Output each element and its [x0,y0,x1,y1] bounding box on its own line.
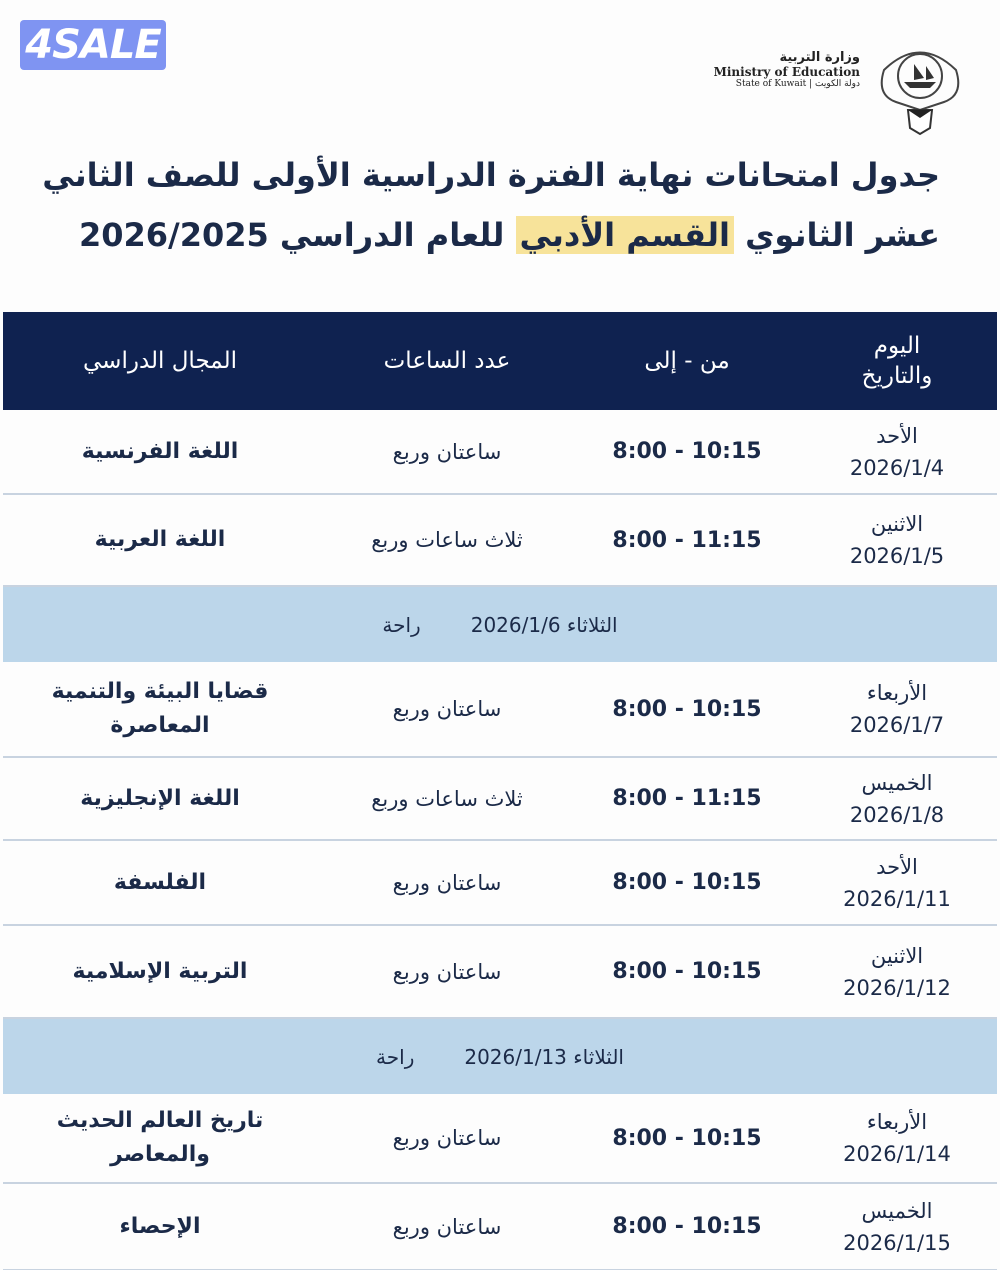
day-name: الخميس [861,770,933,795]
ministry-state: State of Kuwait | دولة الكويت [735,79,860,89]
hours-cell: ساعتان وربع [392,1214,502,1239]
exam-date: 2026/1/4 [849,455,945,480]
day-name: الخميس [861,1198,933,1223]
exam-schedule-table: اليوم والتاريخ من - إلى عدد الساعات المج… [3,312,997,1270]
table-row: الأحد 2026/1/11 8:00 - 10:15 ساعتان وربع … [3,841,997,926]
time-cell: 8:00 - 10:15 [612,959,762,984]
exam-date: 2026/1/14 [843,1142,951,1166]
subject-cell: الفلسفة [113,869,207,895]
day-cell: الخميس 2026/1/15 [797,1195,997,1259]
subject-cell: تاريخ العالم الحديث والمعاصر [56,1108,264,1167]
hours-cell: ساعتان وربع [392,697,502,721]
day-name: الاثنين [870,943,924,968]
day-cell: الاثنين 2026/1/12 [797,940,997,1004]
time-cell: 8:00 - 10:15 [612,1214,762,1239]
table-row: الاثنين 2026/1/12 8:00 - 10:15 ساعتان ورب… [3,926,997,1019]
rest-label: راحة [382,612,421,637]
day-cell: الخميس 2026/1/8 [797,767,997,831]
hours-cell: ثلاث ساعات وربع [371,528,523,552]
day-name: الأحد [876,423,918,448]
subject-cell: التربية الإسلامية [72,958,248,984]
time-cell: 8:00 - 11:15 [612,527,762,553]
hours-cell: ساعتان وربع [392,439,502,464]
hours-cell: ثلاث ساعات وربع [371,786,523,811]
hours-cell: ساعتان وربع [392,870,502,895]
day-name: الأربعاء [866,681,928,705]
header-subject: المجال الدراسي [83,348,237,374]
time-cell: 8:00 - 10:15 [612,870,762,895]
day-name: الأحد [876,854,918,879]
title-highlight: القسم الأدبي [515,216,734,254]
hours-cell: ساعتان وربع [392,959,502,984]
day-name: الاثنين [870,512,924,536]
time-cell: 8:00 - 10:15 [612,439,762,464]
title-part: عشر الثانوي [745,216,940,254]
title-part: للعام الدراسي 2026/2025 [78,216,505,254]
day-cell: الأحد 2026/1/11 [797,851,997,915]
table-row: الأحد 2026/1/4 8:00 - 10:15 ساعتان وربع ا… [3,410,997,495]
exam-date: 2026/1/7 [849,713,945,737]
rest-label: راحة [376,1044,415,1069]
time-cell: 8:00 - 10:15 [612,1125,762,1151]
page-title: جدول امتحانات نهاية الفترة الدراسية الأو… [40,145,940,265]
title-line-1: جدول امتحانات نهاية الفترة الدراسية الأو… [42,156,940,194]
exam-date: 2026/1/11 [843,886,951,911]
day-cell: الاثنين 2026/1/5 [797,508,997,572]
rest-date: 2026/1/13 [464,1044,567,1069]
exam-date: 2026/1/15 [843,1230,951,1255]
watermark-logo: 4SALE [20,20,166,70]
ministry-header: وزارة التربية Ministry of Education Stat… [714,50,860,89]
exam-date: 2026/1/5 [849,544,945,568]
rest-day-row: الثلاثاء 2026/1/13 راحة [3,1019,997,1094]
header-time: من - إلى [644,348,730,374]
day-cell: الأربعاء 2026/1/14 [797,1106,997,1170]
kuwait-emblem-icon [880,51,960,136]
subject-cell: الإحصاء [119,1213,201,1239]
day-name: الأربعاء [866,1110,928,1134]
day-cell: الأحد 2026/1/4 [797,420,997,484]
day-cell: الأربعاء 2026/1/7 [797,677,997,741]
table-row: الأربعاء 2026/1/14 8:00 - 10:15 ساعتان ور… [3,1094,997,1184]
rest-day: الثلاثاء [566,612,618,637]
hours-cell: ساعتان وربع [392,1126,502,1150]
exam-date: 2026/1/12 [843,975,951,1000]
table-row: الخميس 2026/1/8 8:00 - 11:15 ثلاث ساعات و… [3,758,997,841]
subject-cell: قضايا البيئة والتنمية المعاصرة [51,679,269,738]
subject-cell: اللغة الإنجليزية [80,785,240,811]
exam-date: 2026/1/8 [849,802,945,827]
header-hours: عدد الساعات [383,348,511,374]
header-day: اليوم والتاريخ [861,333,933,389]
ministry-english: Ministry of Education [713,65,860,79]
time-cell: 8:00 - 10:15 [612,696,762,722]
subject-cell: اللغة العربية [94,527,226,552]
title-line-2: عشر الثانوي القسم الأدبي للعام الدراسي 2… [40,205,940,265]
table-row: الاثنين 2026/1/5 8:00 - 11:15 ثلاث ساعات … [3,495,997,587]
ministry-arabic: وزارة التربية [779,50,860,65]
subject-cell: اللغة الفرنسية [81,438,239,464]
time-cell: 8:00 - 11:15 [612,786,762,811]
rest-date: 2026/1/6 [470,612,561,637]
rest-day-row: الثلاثاء 2026/1/6 راحة [3,587,997,662]
table-row: الأربعاء 2026/1/7 8:00 - 10:15 ساعتان ورب… [3,662,997,758]
table-header: اليوم والتاريخ من - إلى عدد الساعات المج… [3,312,997,410]
rest-day: الثلاثاء [573,1044,624,1069]
table-row: الخميس 2026/1/15 8:00 - 10:15 ساعتان وربع… [3,1184,997,1270]
